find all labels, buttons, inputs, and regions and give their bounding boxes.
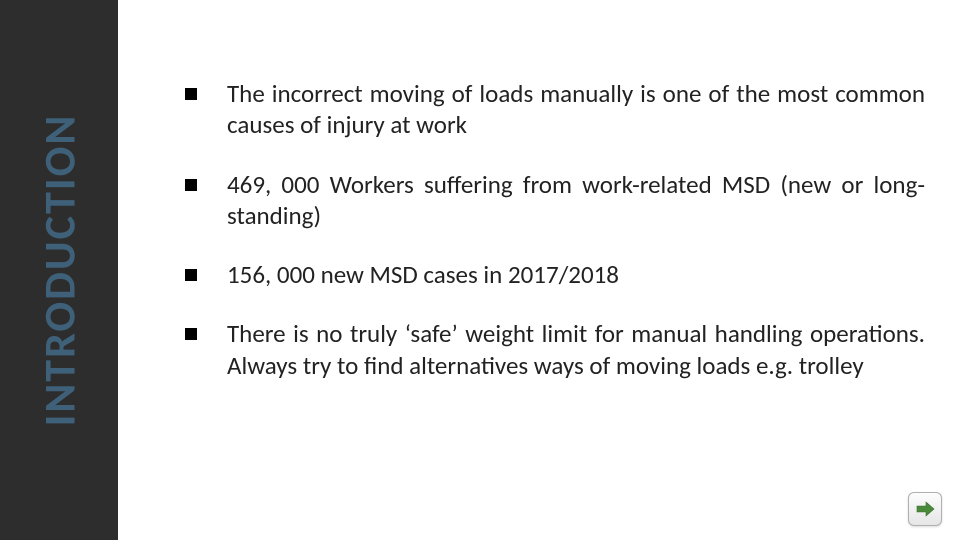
- bullet-text: 156, 000 new MSD cases in 2017/2018: [227, 259, 925, 290]
- slide-title: INTRODUCTION: [32, 114, 86, 427]
- bullet-square-icon: [185, 88, 197, 100]
- bullet-text: There is no truly ‘safe’ weight limit fo…: [227, 318, 925, 381]
- arrow-right-icon: [914, 498, 936, 520]
- next-button[interactable]: [908, 492, 942, 526]
- content-area: The incorrect moving of loads manually i…: [185, 78, 925, 409]
- list-item: The incorrect moving of loads manually i…: [185, 78, 925, 141]
- sidebar: INTRODUCTION: [0, 0, 118, 540]
- list-item: 156, 000 new MSD cases in 2017/2018: [185, 259, 925, 290]
- list-item: There is no truly ‘safe’ weight limit fo…: [185, 318, 925, 381]
- list-item: 469, 000 Workers suffering from work-rel…: [185, 169, 925, 232]
- bullet-text: The incorrect moving of loads manually i…: [227, 78, 925, 141]
- bullet-text: 469, 000 Workers suffering from work-rel…: [227, 169, 925, 232]
- bullet-square-icon: [185, 328, 197, 340]
- bullet-square-icon: [185, 179, 197, 191]
- bullet-square-icon: [185, 269, 197, 281]
